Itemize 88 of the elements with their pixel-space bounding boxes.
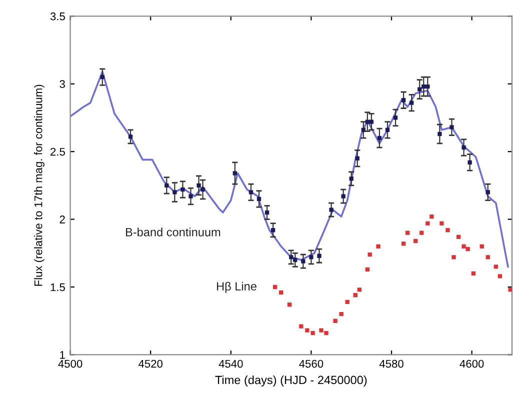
- point: [462, 244, 466, 248]
- point: [365, 267, 370, 272]
- x-tick-label: 4600: [460, 360, 484, 368]
- x-tick-label: 4540: [218, 360, 243, 368]
- point: [468, 160, 472, 164]
- x-axis-title: Time (days) (HJD - 2450000): [215, 375, 367, 386]
- point: [196, 183, 201, 188]
- y-tick-label: 2.5: [50, 148, 65, 156]
- point: [365, 120, 370, 124]
- point: [248, 190, 254, 194]
- y-tick-label: 3: [60, 80, 65, 88]
- y-axis-title: Flux (relative to 17th mag. for continuum): [34, 84, 44, 286]
- point: [376, 244, 380, 248]
- point: [272, 284, 278, 290]
- point: [164, 183, 169, 188]
- point: [341, 194, 346, 198]
- point: [361, 128, 366, 132]
- point: [450, 125, 454, 130]
- point: [299, 324, 304, 328]
- point: [353, 293, 358, 298]
- point: [401, 98, 406, 102]
- point: [319, 328, 324, 332]
- point: [128, 134, 133, 139]
- point: [339, 312, 344, 316]
- point: [349, 176, 354, 181]
- y-tick-label: 1.5: [50, 283, 65, 292]
- point: [368, 252, 372, 257]
- point: [264, 210, 270, 215]
- point: [289, 255, 294, 260]
- point: [355, 156, 360, 160]
- point: [301, 259, 306, 264]
- point: [498, 274, 502, 278]
- point: [438, 132, 442, 136]
- point: [414, 238, 418, 244]
- point: [188, 194, 193, 198]
- point: [430, 214, 434, 219]
- point: [426, 221, 430, 226]
- point: [256, 196, 262, 202]
- point: [317, 254, 322, 258]
- point: [333, 318, 338, 323]
- point: [293, 258, 298, 262]
- point: [456, 234, 461, 239]
- point: [410, 100, 414, 105]
- point: [393, 116, 398, 120]
- point: [287, 302, 292, 307]
- y-tick-label: 3.5: [50, 12, 65, 20]
- point: [426, 84, 430, 89]
- line-series: [70, 70, 509, 268]
- point: [329, 208, 334, 212]
- point: [305, 328, 310, 332]
- point: [357, 288, 362, 292]
- y-tick-label: 2: [60, 216, 65, 224]
- point: [270, 228, 276, 232]
- point: [100, 75, 104, 80]
- point: [401, 242, 406, 246]
- point: [310, 330, 315, 336]
- point: [418, 87, 422, 92]
- point: [494, 264, 498, 269]
- point: [385, 128, 390, 132]
- point: [480, 244, 484, 248]
- point: [452, 255, 456, 260]
- point: [324, 330, 328, 336]
- y-tick-label: 1: [60, 351, 65, 359]
- point: [369, 120, 374, 124]
- x-tick-label: 4520: [138, 360, 163, 368]
- point: [422, 84, 426, 89]
- series-label: Hβ Line: [217, 282, 256, 293]
- point: [200, 187, 205, 192]
- point: [486, 190, 490, 194]
- point: [180, 187, 185, 192]
- x-tick-label: 4580: [379, 360, 404, 368]
- point: [405, 230, 410, 235]
- point: [345, 300, 350, 304]
- point: [309, 255, 314, 260]
- point: [446, 228, 450, 232]
- x-tick-label: 4500: [58, 360, 82, 368]
- series-label: B-band continuum: [126, 228, 220, 236]
- point: [486, 255, 490, 260]
- point: [377, 136, 382, 140]
- point: [420, 230, 424, 235]
- point: [471, 271, 476, 276]
- point: [279, 290, 284, 294]
- point: [232, 171, 237, 176]
- point: [462, 145, 466, 150]
- point: [440, 221, 444, 226]
- point: [172, 190, 177, 194]
- x-tick-label: 4560: [299, 360, 324, 368]
- point: [466, 247, 470, 252]
